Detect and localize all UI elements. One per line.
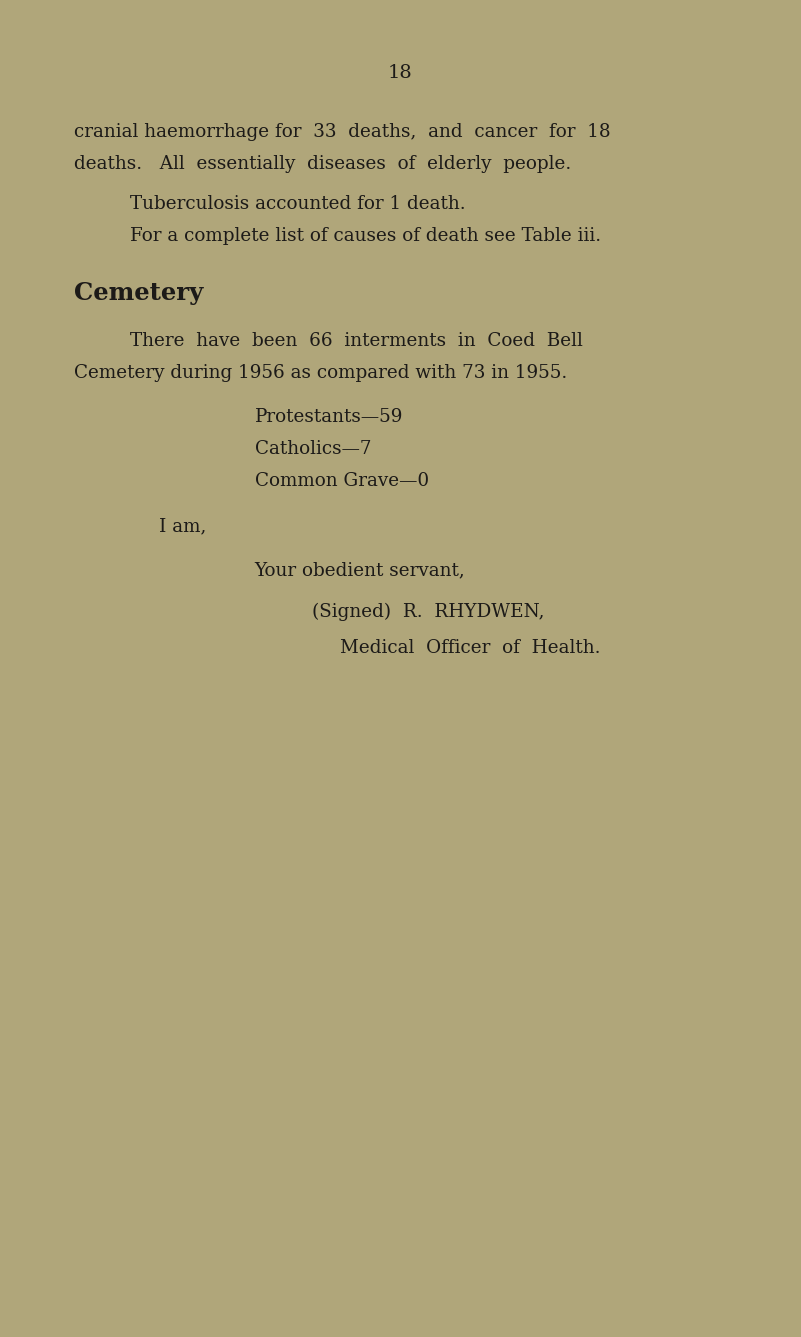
- Text: Cemetery: Cemetery: [74, 281, 203, 305]
- Text: I am,: I am,: [159, 517, 206, 535]
- Text: deaths.   All  essentially  diseases  of  elderly  people.: deaths. All essentially diseases of elde…: [74, 155, 571, 172]
- Text: Medical  Officer  of  Health.: Medical Officer of Health.: [340, 639, 601, 656]
- Text: (Signed)  R.  RHYDWEN,: (Signed) R. RHYDWEN,: [312, 603, 545, 622]
- Text: cranial haemorrhage for  33  deaths,  and  cancer  for  18: cranial haemorrhage for 33 deaths, and c…: [74, 123, 610, 140]
- Text: Cemetery during 1956 as compared with 73 in 1955.: Cemetery during 1956 as compared with 73…: [74, 364, 567, 381]
- Text: Your obedient servant,: Your obedient servant,: [255, 562, 465, 579]
- Text: There  have  been  66  interments  in  Coed  Bell: There have been 66 interments in Coed Be…: [130, 332, 582, 349]
- Text: Tuberculosis accounted for 1 death.: Tuberculosis accounted for 1 death.: [130, 195, 465, 213]
- Text: For a complete list of causes of death see Table iii.: For a complete list of causes of death s…: [130, 227, 601, 245]
- Text: Common Grave—0: Common Grave—0: [255, 472, 429, 489]
- Text: Catholics—7: Catholics—7: [255, 440, 371, 457]
- Text: Protestants—59: Protestants—59: [255, 408, 403, 425]
- Text: 18: 18: [388, 64, 413, 82]
